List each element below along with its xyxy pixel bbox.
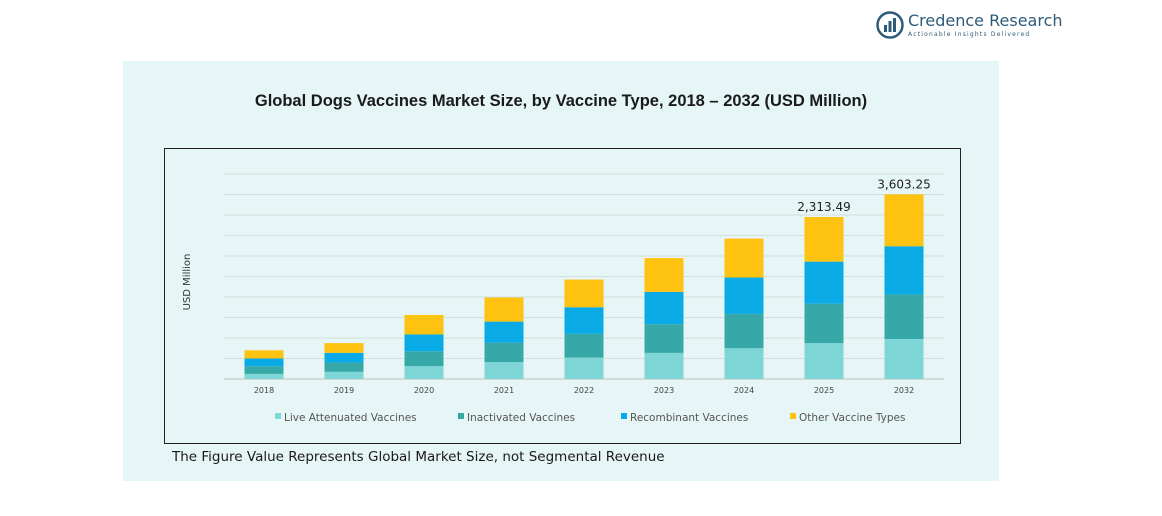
plot-frame xyxy=(164,148,961,444)
bar-segment xyxy=(244,350,284,359)
chart-title: Global Dogs Vaccines Market Size, by Vac… xyxy=(254,92,868,110)
x-tick-labels: 2018 2019 2020 2021 2022 2023 2024 2025 2032 xyxy=(254,386,914,395)
brand-name: Credence Research xyxy=(908,10,1063,30)
legend-swatch xyxy=(275,413,281,419)
x-tick-label: 2019 xyxy=(334,386,354,395)
bar-segment xyxy=(324,362,364,372)
bar-segment xyxy=(484,342,524,363)
bar-segment xyxy=(644,291,684,325)
bar-segment xyxy=(644,258,684,292)
bar-chart-circle-icon xyxy=(876,11,904,39)
bar-segment xyxy=(404,366,444,379)
bar-segment xyxy=(324,352,364,363)
bar-segment xyxy=(884,339,924,379)
x-tick-label: 2032 xyxy=(894,386,914,395)
bar-segment xyxy=(564,279,604,308)
bar-segment xyxy=(564,357,604,379)
bar-segment xyxy=(804,303,844,344)
x-tick-label: 2025 xyxy=(814,386,834,395)
bar-segment xyxy=(884,194,924,247)
bar-segment xyxy=(884,246,924,295)
bar-segment xyxy=(724,238,764,278)
legend-swatch xyxy=(790,413,796,419)
brand: Credence Research Actionable Insights De… xyxy=(876,8,1063,42)
bar-segment xyxy=(244,358,284,367)
bar-segment xyxy=(484,297,524,322)
bar-segment xyxy=(404,351,444,367)
bar-segment xyxy=(884,294,924,340)
legend-label: Recombinant Vaccines xyxy=(630,412,748,424)
x-tick-label: 2023 xyxy=(654,386,674,395)
bars xyxy=(244,194,924,379)
bar-segment xyxy=(324,343,364,353)
bar-segment xyxy=(484,362,524,379)
x-tick-label: 2020 xyxy=(414,386,434,395)
legend-swatch xyxy=(621,413,627,419)
x-tick-label: 2021 xyxy=(494,386,514,395)
legend: Live Attenuated Vaccines Inactivated Vacc… xyxy=(275,412,905,424)
x-tick-label: 2024 xyxy=(734,386,754,395)
y-axis-label: USD Million xyxy=(182,254,193,311)
x-tick-label: 2018 xyxy=(254,386,274,395)
bar-segment xyxy=(244,373,284,379)
legend-label: Other Vaccine Types xyxy=(799,412,905,424)
data-label: 2,313.49 xyxy=(797,200,850,214)
bar-segment xyxy=(404,314,444,335)
bar-segment xyxy=(804,217,844,262)
bar-segment xyxy=(564,333,604,358)
footnote: The Figure Value Represents Global Marke… xyxy=(172,449,665,465)
bar-segment xyxy=(404,334,444,352)
legend-swatch xyxy=(458,413,464,419)
chart-panel xyxy=(123,61,999,481)
bar-segment xyxy=(724,313,764,349)
bar-segment xyxy=(724,348,764,379)
legend-label: Live Attenuated Vaccines xyxy=(284,412,417,424)
bar-segment xyxy=(324,371,364,379)
x-tick-label: 2022 xyxy=(574,386,594,395)
data-labels: 2,313.49 3,603.25 xyxy=(797,177,930,214)
bar-segment xyxy=(724,277,764,314)
bar-segment xyxy=(644,352,684,379)
legend-label: Inactivated Vaccines xyxy=(467,412,575,424)
bar-segment xyxy=(804,343,844,379)
data-label: 3,603.25 xyxy=(877,177,930,191)
bar-segment xyxy=(644,324,684,353)
bar-segment xyxy=(564,307,604,334)
bar-segment xyxy=(244,366,284,374)
brand-tagline: Actionable Insights Delivered xyxy=(908,30,1031,38)
bar-segment xyxy=(804,261,844,304)
bar-segment xyxy=(484,321,524,343)
